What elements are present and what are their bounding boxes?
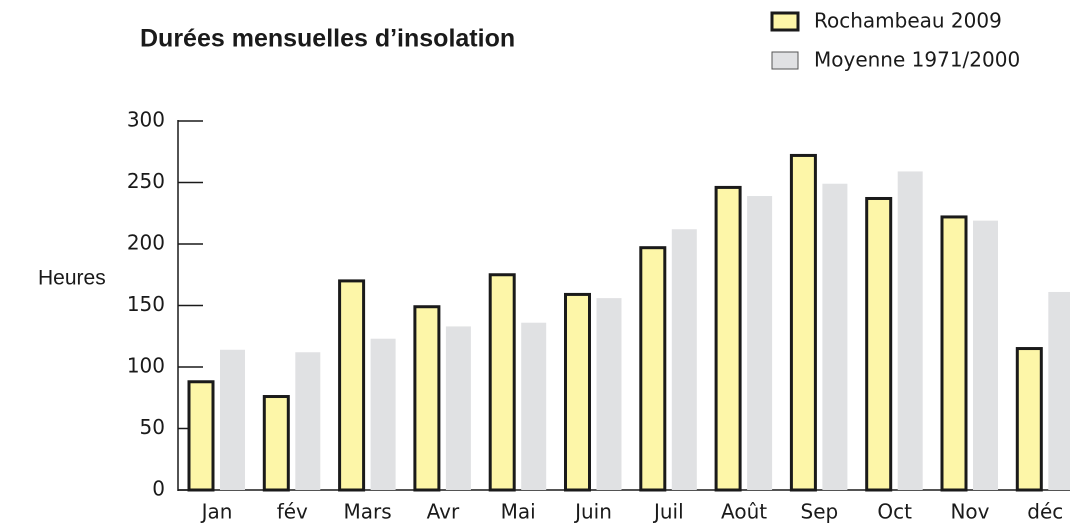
bar — [370, 338, 396, 490]
x-tick-label: Mai — [501, 500, 536, 524]
legend-swatch — [771, 51, 799, 70]
y-tick-label: 0 — [152, 477, 165, 501]
y-axis-label: Heures — [38, 267, 106, 290]
bar — [973, 220, 998, 490]
bar — [295, 352, 321, 490]
legend-swatch — [770, 11, 800, 32]
bar — [714, 185, 742, 492]
bar — [220, 349, 245, 490]
x-tick-label: Août — [721, 500, 767, 524]
bar — [747, 196, 773, 490]
x-tick-label: Juin — [573, 500, 612, 524]
bar — [940, 215, 968, 492]
x-tick-label: Jan — [200, 500, 233, 524]
x-tick-label: Juil — [652, 500, 684, 524]
x-tick-label: Oct — [877, 500, 912, 524]
bar — [521, 322, 547, 490]
x-tick-label: Mars — [344, 500, 392, 524]
bar — [671, 229, 697, 491]
x-tick-label: Nov — [950, 500, 989, 524]
bar — [639, 246, 667, 492]
bar — [488, 273, 516, 492]
x-tick-label: Sep — [801, 500, 839, 524]
x-tick-label: déc — [1027, 500, 1063, 524]
y-tick-label: 100 — [127, 354, 165, 378]
bar — [413, 305, 441, 492]
bar — [338, 279, 366, 492]
bar — [596, 298, 622, 490]
bar — [564, 292, 591, 492]
x-tick-label: Avr — [427, 500, 460, 524]
bar — [897, 171, 923, 490]
bar — [445, 326, 471, 490]
y-tick-label: 250 — [127, 169, 165, 193]
x-tick-label: fév — [277, 500, 308, 524]
bar — [187, 380, 215, 492]
bar — [1015, 347, 1043, 492]
y-tick-label: 300 — [127, 108, 165, 132]
bar — [865, 196, 893, 492]
chart-title: Durées mensuelles d’insolation — [140, 25, 515, 53]
bar — [789, 153, 817, 492]
bar — [822, 183, 848, 491]
y-tick-label: 150 — [127, 292, 165, 316]
y-tick-label: 200 — [127, 231, 165, 255]
bar — [1048, 291, 1070, 490]
legend-label: Rochambeau 2009 — [814, 9, 1002, 33]
y-tick-label: 50 — [140, 415, 165, 439]
bar — [262, 395, 290, 492]
legend-label: Moyenne 1971/2000 — [814, 48, 1020, 72]
